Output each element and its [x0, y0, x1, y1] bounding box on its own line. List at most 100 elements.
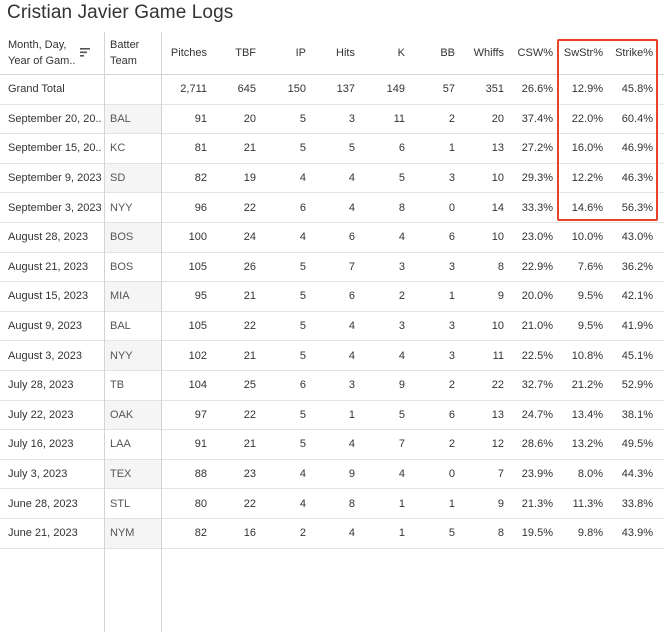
row-csw: 33.3% [521, 201, 553, 214]
table-row[interactable]: July 28, 2023 TB 104 25 6 3 9 2 22 32.7% 21.2% 52.9… [0, 371, 664, 401]
row-team: NYY [105, 341, 161, 370]
column-header-k[interactable]: K [397, 47, 405, 59]
column-divider-team [161, 32, 162, 632]
row-pitches: 82 [194, 172, 207, 185]
row-k: 5 [398, 172, 405, 185]
column-header-team-line1: Batter [110, 39, 140, 51]
column-header-hits[interactable]: Hits [336, 47, 355, 59]
row-bb: 6 [448, 231, 455, 244]
row-whiffs: 13 [491, 142, 504, 155]
table-row[interactable]: July 22, 2023 OAK 97 22 5 1 5 6 13 24.7% 13.4% 38.1… [0, 400, 664, 431]
column-header-team[interactable]: Batter Team [110, 32, 162, 74]
row-swstr: 10.0% [571, 231, 603, 244]
row-whiffs: 13 [491, 408, 504, 421]
table-row[interactable]: September 3, 2023 NYY 96 22 6 4 8 0 14 33.3% 14.6%… [0, 193, 664, 223]
column-header-whiffs[interactable]: Whiffs [473, 47, 504, 59]
row-whiffs: 10 [491, 231, 504, 244]
row-tbf: 21 [243, 290, 256, 303]
row-k: 6 [398, 142, 405, 155]
table-row[interactable]: July 16, 2023 LAA 91 21 5 4 7 2 12 28.6% 13.2% 49.5… [0, 430, 664, 460]
row-date: July 3, 2023 [8, 468, 68, 481]
row-ip: 5 [299, 112, 306, 125]
table-row[interactable]: September 15, 20.. KC 81 21 5 5 6 1 13 27.2% 16.0%… [0, 134, 664, 164]
row-date: September 20, 20.. [8, 112, 102, 125]
row-strike: 33.8% [621, 497, 653, 510]
row-team: LAA [110, 438, 131, 451]
column-header-ip[interactable]: IP [295, 47, 306, 59]
row-ip: 6 [299, 201, 306, 214]
row-date: August 15, 2023 [8, 290, 89, 303]
sort-descending-icon[interactable] [80, 47, 91, 58]
column-divider-date [104, 32, 105, 632]
column-header-csw[interactable]: CSW% [517, 47, 553, 59]
row-whiffs: 22 [491, 379, 504, 392]
row-team: BOS [110, 260, 134, 273]
row-date: July 28, 2023 [8, 379, 74, 392]
row-strike: 52.9% [621, 379, 653, 392]
table-row[interactable]: August 28, 2023 BOS 100 24 4 6 4 6 10 23.0% 10.0% 4… [0, 222, 664, 253]
table-row[interactable]: August 3, 2023 NYY 102 21 5 4 4 3 11 22.5% 10.8% 45… [0, 341, 664, 371]
table-row[interactable]: August 9, 2023 BAL 105 22 5 4 3 3 10 21.0% 9.5% 41.… [0, 312, 664, 342]
row-k: 5 [398, 408, 405, 421]
row-strike: 56.3% [621, 201, 653, 214]
row-ip: 4 [299, 468, 306, 481]
row-ip: 6 [299, 379, 306, 392]
row-hits: 4 [348, 172, 355, 185]
column-header-date[interactable]: Month, Day, Year of Gam.. [8, 32, 98, 74]
table-row[interactable]: July 3, 2023 TEX 88 23 4 9 4 0 7 23.9% 8.0% 44.3% [0, 459, 664, 490]
table-row[interactable]: June 28, 2023 STL 80 22 4 8 1 1 9 21.3% 11.3% 33.8% [0, 489, 664, 519]
grand-total-swstr: 12.9% [571, 83, 603, 96]
table-row[interactable]: August 21, 2023 BOS 105 26 5 7 3 3 8 22.9% 7.6% 36.… [0, 253, 664, 283]
column-header-bb[interactable]: BB [440, 47, 455, 59]
column-header-tbf[interactable]: TBF [235, 47, 256, 59]
row-hits: 3 [348, 112, 355, 125]
row-pitches: 105 [188, 320, 207, 333]
row-ip: 5 [299, 349, 306, 362]
row-csw: 22.9% [521, 260, 553, 273]
row-tbf: 25 [243, 379, 256, 392]
column-header-pitches[interactable]: Pitches [170, 47, 207, 59]
column-header-strike[interactable]: Strike% [615, 47, 653, 59]
row-team: NYM [105, 518, 161, 548]
table-row[interactable]: August 15, 2023 MIA 95 21 5 6 2 1 9 20.0% 9.5% 42.1… [0, 282, 664, 312]
row-bb: 5 [448, 527, 455, 540]
table-row[interactable]: June 21, 2023 NYM 82 16 2 4 1 5 8 19.5% 9.8% 43.9% [0, 518, 664, 549]
row-whiffs: 8 [497, 260, 504, 273]
row-team: TEX [105, 459, 161, 489]
table-row[interactable]: September 20, 20.. BAL 91 20 5 3 11 2 20 37.4% 22.… [0, 104, 664, 135]
row-csw: 23.9% [521, 468, 553, 481]
row-bb: 2 [448, 379, 455, 392]
row-csw: 21.3% [521, 497, 553, 510]
row-strike: 43.0% [621, 231, 653, 244]
row-csw: 19.5% [521, 527, 553, 540]
row-team: SD [105, 163, 161, 193]
row-whiffs: 10 [491, 172, 504, 185]
row-k: 4 [398, 231, 405, 244]
row-bb: 2 [448, 112, 455, 125]
row-whiffs: 14 [491, 201, 504, 214]
row-date: September 3, 2023 [8, 201, 102, 214]
row-pitches: 105 [188, 260, 207, 273]
row-bb: 1 [448, 290, 455, 303]
row-csw: 32.7% [521, 379, 553, 392]
row-date: August 3, 2023 [8, 349, 83, 362]
table-row[interactable]: September 9, 2023 SD 82 19 4 4 5 3 10 29.3% 12.2% 4… [0, 163, 664, 194]
row-hits: 1 [348, 408, 355, 421]
row-team: BAL [110, 320, 131, 333]
row-hits: 6 [348, 290, 355, 303]
row-swstr: 8.0% [577, 468, 603, 481]
row-pitches: 95 [194, 290, 207, 303]
row-k: 1 [398, 497, 405, 510]
row-hits: 4 [348, 438, 355, 451]
row-tbf: 22 [243, 408, 256, 421]
column-header-date-line2: Year of Gam.. [8, 55, 76, 67]
row-date: July 16, 2023 [8, 438, 74, 451]
row-csw: 23.0% [521, 231, 553, 244]
row-csw: 20.0% [521, 290, 553, 303]
row-bb: 1 [448, 497, 455, 510]
row-strike: 43.9% [621, 527, 653, 540]
row-bb: 3 [448, 260, 455, 273]
row-pitches: 82 [194, 527, 207, 540]
row-date: September 15, 20.. [8, 142, 102, 155]
column-header-swstr[interactable]: SwStr% [563, 47, 603, 59]
